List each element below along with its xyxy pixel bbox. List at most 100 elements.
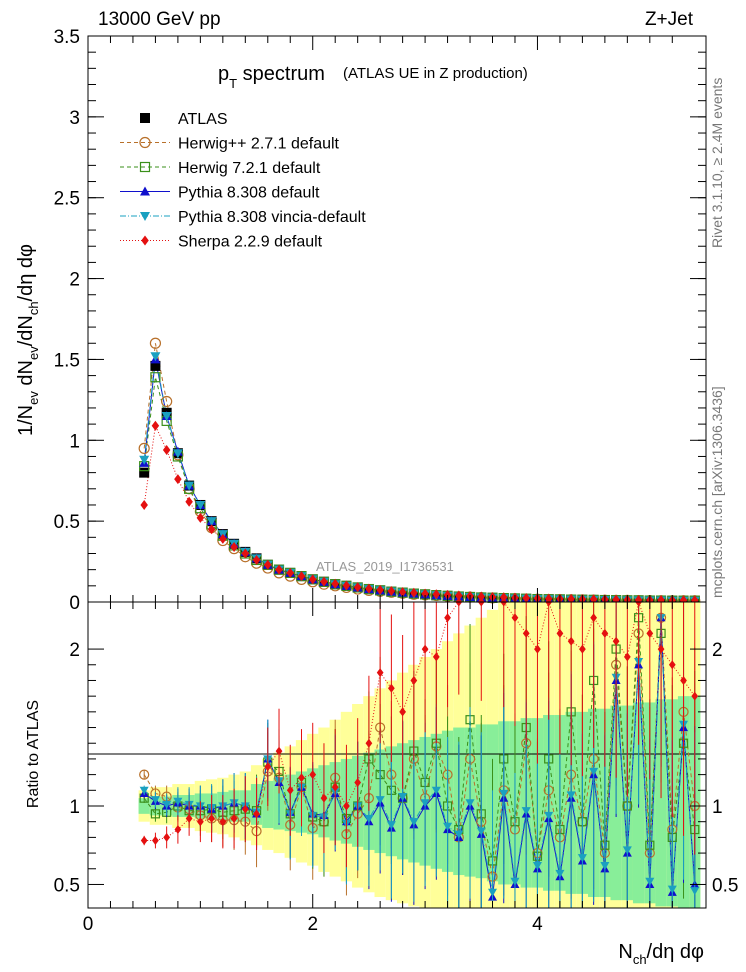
ratio-point-vincia [454,830,464,839]
main-point-sherpa [567,593,575,604]
ratio-point-sherpa [410,675,418,685]
main-y-tick-label: 0 [69,593,80,614]
ratio-point-sherpa [511,613,519,623]
main-point-sherpa [162,444,171,455]
header-left: 13000 GeV pp [98,9,221,30]
ratio-line-sherpa [144,600,696,842]
header-right: Z+Jet [645,9,694,30]
main-point-sherpa [252,554,261,565]
ratio-point-vincia [465,799,475,808]
ratio-point-vincia [645,877,655,886]
ratio-band-inner [138,798,150,814]
ratio-point-vincia [150,796,160,805]
main-point-sherpa [185,496,193,507]
ratio-point-vincia [600,862,610,871]
ratio-point-sherpa [657,644,665,654]
legend-marker-herwigpp [139,136,151,149]
main-y-tick-label: 2 [69,270,80,291]
ratio-line-herwigpp [143,617,696,877]
ratio-point-vincia [173,797,183,806]
main-point-herwig7 [150,372,161,383]
title-rest: spectrum [237,63,325,85]
x-tick-label: 0 [83,914,94,935]
main-point-sherpa [297,571,306,582]
ratio-point-sherpa [309,770,317,780]
main-point-sherpa [342,580,351,591]
main-point-sherpa [421,588,429,599]
main-point-sherpa [376,584,384,595]
plot-title: pT spectrum (ATLAS UE in Z production) [218,63,528,91]
ratio-axis-ticks: 0.5 0.5 1 1 2 2 0 2 4 [54,602,738,935]
main-y-tick-label: 2.5 [54,189,80,210]
ratio-point-sherpa [444,613,451,623]
ratio-point-herwig7 [150,809,161,819]
main-point-sherpa [219,533,227,544]
x-tick-label: 4 [532,914,543,935]
main-point-sherpa [308,574,317,585]
ratio-point-sherpa [612,636,620,646]
ratio-y-tick-label: 0.5 [54,875,80,896]
ratio-point-vincia [139,786,149,795]
ratio-point-vincia [364,814,374,824]
ratio-point-vincia [162,800,172,809]
main-point-sherpa [398,586,407,597]
main-point-vincia [150,352,161,362]
ratio-point-sherpa [601,628,609,638]
svg-text:pT spectrum: pT spectrum [218,63,325,91]
ratio-point-sherpa [320,793,328,803]
main-point-sherpa [207,524,216,535]
ratio-y-tick-label: 2 [69,640,80,661]
ratio-point-vincia [690,887,700,896]
ratio-point-vincia [589,767,599,776]
main-point-herwigpp [138,442,150,454]
ratio-point-sherpa [298,773,305,783]
title-paren: (ATLAS UE in Z production) [343,65,528,82]
ratio-point-sherpa [432,652,440,662]
main-point-atlas [139,467,150,478]
ratio-point-vincia [622,846,632,855]
title-sub: T [229,76,237,91]
ratio-line-vincia [143,617,696,893]
ratio-point-sherpa [219,817,227,827]
main-point-vincia [172,449,183,459]
ratio-point-sherpa [152,836,159,846]
ratio-point-sherpa [264,762,272,772]
ratio-point-vincia [375,796,385,805]
ratio-point-sherpa [343,801,350,811]
xlabel: Nch/dη dφ [618,941,704,967]
main-point-vincia [206,517,217,527]
main-y-tick-label: 3 [69,108,80,129]
main-point-sherpa [151,420,160,431]
legend-marker-herwig7 [139,161,151,173]
ratio-point-sherpa [253,809,260,819]
ratio-ylabel: Ratio to ATLAS [25,700,42,808]
main-point-sherpa [286,567,295,578]
ratio-point-sherpa [421,644,429,654]
main-y-tick-label: 1.5 [54,350,80,371]
ratio-band-inner [655,699,667,907]
main-point-sherpa [410,587,418,598]
ratio-point-sherpa [623,652,631,662]
ratio-point-sherpa [163,832,171,842]
ratio-point-vincia [566,791,576,800]
ratio-point-vincia [420,799,430,808]
ratio-point-sherpa [331,782,339,792]
main-point-vincia [195,500,206,510]
ratio-frame [87,601,707,909]
legend-marker-vincia [140,212,150,221]
ratio-y-tick-label-right: 1 [712,797,723,818]
main-point-sherpa [275,564,283,575]
main-y-tick-label: 1 [69,431,80,452]
ratio-point-sherpa [196,817,204,827]
main-point-sherpa [174,474,182,485]
ratio-point-vincia [510,877,520,886]
ratio-point-sherpa [376,668,384,678]
main-point-sherpa [230,542,238,553]
ratio-point-sherpa [388,683,395,693]
ratio-point-sherpa [275,746,283,756]
legend-marker-atlas [140,113,150,123]
ratio-point-vincia [499,789,509,798]
watermark: ATLAS_2019_I1736531 [316,559,454,574]
ratio-point-sherpa [522,628,530,638]
